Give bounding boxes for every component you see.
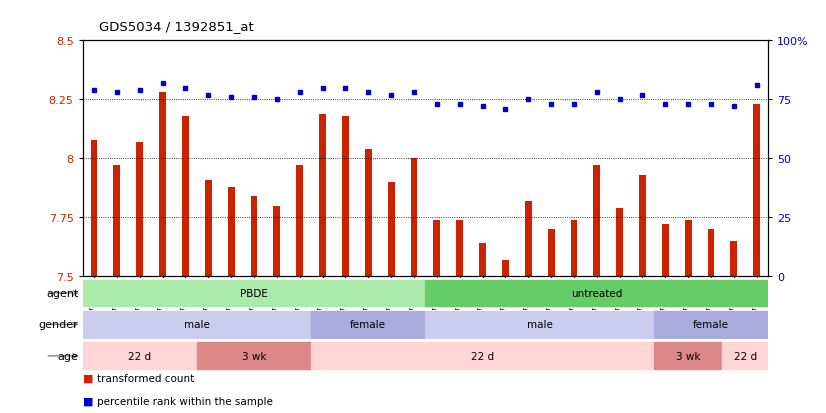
Bar [730,241,738,277]
Bar [639,176,646,277]
Text: 3 wk: 3 wk [676,351,700,361]
Text: female: female [693,320,729,330]
Bar [479,244,486,277]
Bar [616,209,623,277]
Bar [654,343,723,369]
Text: 22 d: 22 d [471,351,494,361]
Text: 22 d: 22 d [733,351,757,361]
Bar [273,206,280,277]
Bar [425,280,768,306]
Bar [311,311,425,338]
Bar [311,343,654,369]
Bar [387,183,395,277]
Text: transformed count: transformed count [97,373,195,383]
Text: female: female [350,320,387,330]
Text: ■: ■ [83,373,93,383]
Bar [456,220,463,277]
Text: ■: ■ [83,396,93,406]
Text: percentile rank within the sample: percentile rank within the sample [97,396,273,406]
Text: age: age [58,351,78,361]
Bar [342,116,349,277]
Bar [228,187,235,277]
Bar [411,159,417,277]
Text: male: male [184,320,210,330]
Text: untreated: untreated [571,288,623,298]
Bar [83,343,197,369]
Text: 3 wk: 3 wk [242,351,266,361]
Bar [83,311,311,338]
Bar [753,105,760,277]
Bar [83,280,425,306]
Bar [723,343,768,369]
Text: gender: gender [39,320,78,330]
Bar [548,230,554,277]
Bar [571,220,577,277]
Bar [297,166,303,277]
Bar [136,142,143,277]
Bar [654,311,768,338]
Bar [685,220,691,277]
Bar [159,93,166,277]
Bar [250,197,258,277]
Bar [425,311,654,338]
Bar [593,166,601,277]
Text: PBDE: PBDE [240,288,268,298]
Bar [434,220,440,277]
Text: 22 d: 22 d [128,351,151,361]
Bar [365,150,372,277]
Bar [205,180,211,277]
Text: agent: agent [46,288,78,298]
Bar [319,114,326,277]
Text: male: male [527,320,553,330]
Bar [525,202,532,277]
Bar [182,116,189,277]
Bar [662,225,669,277]
Text: GDS5034 / 1392851_at: GDS5034 / 1392851_at [99,20,254,33]
Bar [197,343,311,369]
Bar [502,260,509,277]
Bar [708,230,714,277]
Bar [113,166,121,277]
Bar [91,140,97,277]
